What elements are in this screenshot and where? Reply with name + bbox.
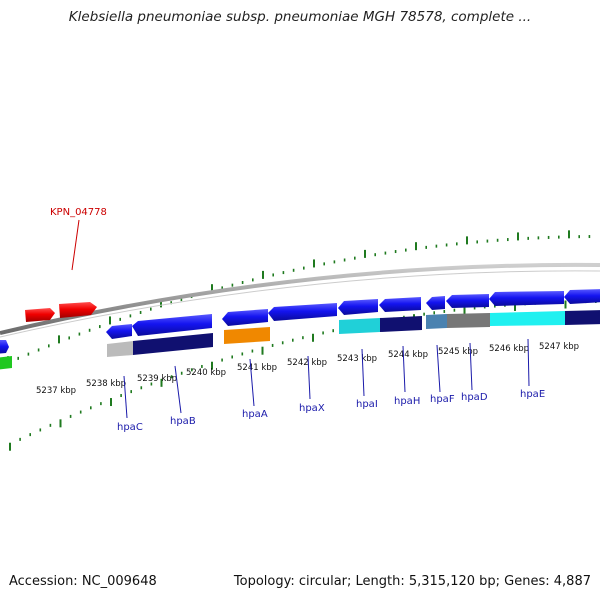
gene-label-hpaA[interactable]: hpaA bbox=[242, 409, 268, 420]
gene-arrow-red[interactable] bbox=[25, 308, 55, 322]
cog-segment bbox=[0, 356, 12, 370]
cog-segment bbox=[107, 341, 133, 357]
gene-label-leaders bbox=[123, 338, 530, 419]
gene-labels: KPN_04778 hpaC hpaB hpaA hpaX hpaI hpaH … bbox=[50, 207, 545, 433]
forward-strand-genes bbox=[0, 289, 600, 354]
cog-segment bbox=[426, 314, 447, 329]
leader-line-hpaX bbox=[307, 355, 311, 400]
gene-arrow-blue[interactable] bbox=[0, 340, 9, 354]
cog-segment bbox=[380, 316, 422, 332]
scale-label: 5242 kbp bbox=[287, 358, 327, 368]
cog-segment bbox=[565, 310, 600, 325]
gene-label-hpaX[interactable]: hpaX bbox=[299, 403, 325, 414]
scale-label: 5244 kbp bbox=[388, 350, 428, 360]
gene-arrow-hpaD[interactable] bbox=[446, 294, 489, 308]
topology-text: Topology: circular; Length: 5,315,120 bp… bbox=[233, 574, 591, 589]
leader-line-KPN_04778 bbox=[71, 219, 80, 271]
gene-label-hpaC[interactable]: hpaC bbox=[117, 422, 143, 433]
gene-label-hpaB[interactable]: hpaB bbox=[170, 416, 196, 427]
gene-arrow-hpaX[interactable] bbox=[268, 303, 337, 321]
scale-label: 5239 kbp bbox=[137, 374, 177, 384]
cog-segment bbox=[490, 311, 565, 326]
cog-segment bbox=[133, 333, 213, 355]
gene-arrow-red[interactable] bbox=[59, 302, 97, 318]
gene-arrow-hpaB[interactable] bbox=[132, 314, 212, 336]
cog-segment bbox=[447, 313, 490, 328]
leader-line-hpaD bbox=[469, 342, 473, 391]
gene-label-KPN_04778[interactable]: KPN_04778 bbox=[50, 207, 107, 218]
leader-line-hpaF bbox=[436, 344, 441, 393]
gene-arrow-hpaA[interactable] bbox=[222, 309, 268, 326]
backbone-inner-line bbox=[0, 270, 600, 338]
leader-line-hpaB bbox=[174, 365, 182, 414]
gene-arrow-hpaC[interactable] bbox=[106, 324, 132, 339]
scale-labels: 5237 kbp 5238 kbp 5239 kbp 5240 kbp 5241… bbox=[36, 342, 579, 396]
scale-label: 5237 kbp bbox=[36, 386, 76, 396]
gene-label-hpaH[interactable]: hpaH bbox=[394, 396, 420, 407]
scale-label: 5245 kbp bbox=[438, 347, 478, 357]
leader-line-hpaI bbox=[361, 348, 365, 397]
gene-arrow-blue[interactable] bbox=[564, 289, 600, 304]
gene-arrow-hpaI[interactable] bbox=[338, 299, 378, 315]
map-title: Klebsiella pneumoniae subsp. pneumoniae … bbox=[68, 9, 532, 25]
gene-label-hpaE[interactable]: hpaE bbox=[520, 389, 545, 400]
gene-arrow-hpaF[interactable] bbox=[426, 296, 445, 310]
gene-label-hpaD[interactable]: hpaD bbox=[461, 392, 488, 403]
scale-label: 5246 kbp bbox=[489, 344, 529, 354]
gene-label-hpaF[interactable]: hpaF bbox=[430, 394, 455, 405]
scale-label: 5240 kbp bbox=[186, 368, 226, 378]
gene-arrow-hpaE[interactable] bbox=[489, 291, 564, 306]
gene-label-hpaI[interactable]: hpaI bbox=[356, 399, 378, 410]
gene-arrow-hpaH[interactable] bbox=[379, 297, 421, 312]
cog-category-ring bbox=[0, 310, 600, 370]
scale-label: 5247 kbp bbox=[539, 342, 579, 352]
reverse-strand-genes bbox=[25, 302, 97, 322]
scale-label: 5238 kbp bbox=[86, 379, 126, 389]
cog-segment bbox=[224, 327, 270, 344]
leader-line-hpaA bbox=[249, 358, 255, 407]
leader-line-hpaC bbox=[123, 375, 128, 419]
accession-text: Accession: NC_009648 bbox=[9, 574, 157, 589]
cog-segment bbox=[339, 318, 380, 334]
leader-line-hpaH bbox=[402, 345, 406, 393]
scale-label: 5243 kbp bbox=[337, 354, 377, 364]
leader-line-hpaE bbox=[527, 338, 530, 387]
scale-label: 5241 kbp bbox=[237, 363, 277, 373]
